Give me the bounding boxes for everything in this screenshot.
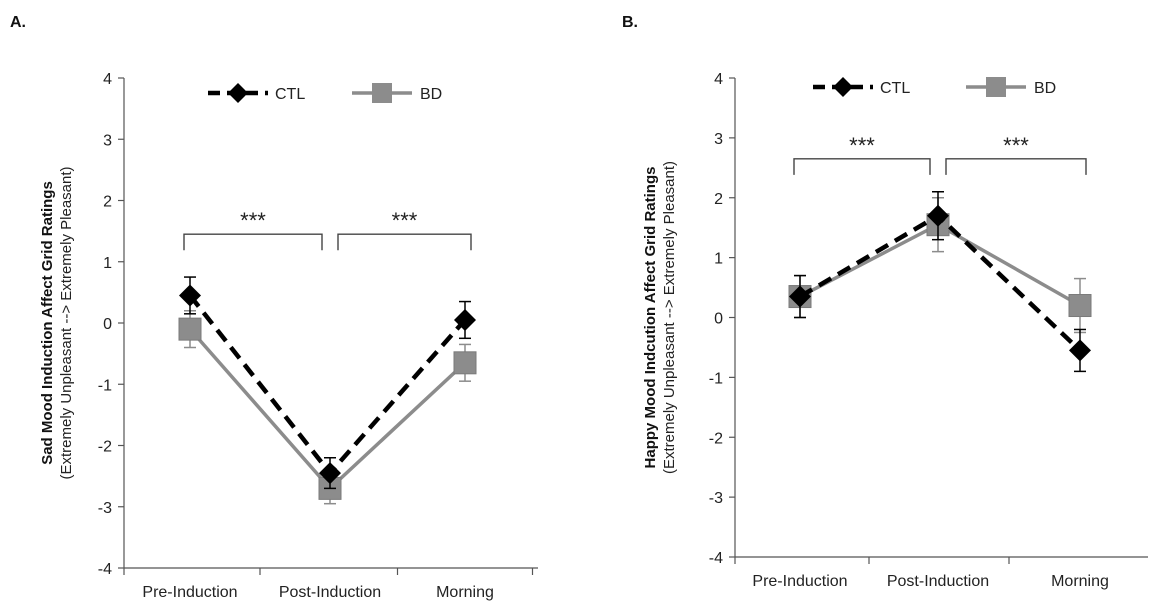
data-point-bd — [453, 351, 477, 375]
significance-bracket — [945, 158, 1087, 175]
significance-bracket — [183, 233, 323, 251]
y-tick-label: 3 — [103, 132, 112, 149]
y-tick-label: -1 — [98, 377, 112, 394]
y-tick-label: 3 — [714, 131, 723, 148]
y-axis-sublabel: (Extremely Unpleasant --> Extremely Plea… — [661, 161, 678, 474]
data-point-bd — [1068, 294, 1092, 318]
data-point-ctl — [319, 462, 341, 485]
data-point-ctl — [454, 308, 476, 331]
x-tick-label: Morning — [1051, 573, 1109, 590]
series-line-bd — [799, 222, 1081, 308]
series-line-bd — [188, 327, 467, 491]
legend-marker-ctl — [833, 77, 853, 97]
x-tick-label: Pre-Induction — [752, 573, 847, 590]
panel-label: A. — [10, 14, 26, 31]
significance-label: *** — [392, 208, 418, 233]
data-point-ctl — [1069, 339, 1091, 362]
chart-panel-a: A. -4 -3 -2 -1 0 1 2 3 4 Pre-Induction Post-Inducti… — [10, 14, 538, 601]
y-tick-label: 2 — [714, 191, 723, 208]
y-tick-label: 4 — [714, 71, 723, 88]
y-tick-label: -4 — [709, 550, 723, 567]
y-tick-label: 1 — [714, 251, 723, 268]
x-tick-label: Post-Induction — [279, 584, 381, 601]
y-tick-label: 1 — [103, 255, 112, 272]
x-tick-label: Post-Induction — [887, 573, 989, 590]
legend-label-ctl: CTL — [880, 80, 910, 97]
data-point-ctl — [927, 204, 949, 227]
significance-bracket — [793, 158, 931, 175]
y-tick-label: -3 — [709, 490, 723, 507]
data-point-bd — [178, 317, 202, 341]
y-tick-label: 0 — [714, 311, 723, 328]
significance-bracket — [337, 233, 472, 251]
legend-marker-bd — [372, 83, 392, 103]
chart-panel-b: B. -4 -3 -2 -1 0 1 2 3 4 Pre-Induction Post-Inducti… — [622, 14, 1148, 590]
y-tick-label: -3 — [98, 500, 112, 517]
legend-label-ctl: CTL — [275, 86, 305, 103]
data-point-ctl — [789, 285, 811, 308]
significance-label: *** — [849, 133, 875, 158]
series-line-ctl — [188, 294, 467, 477]
y-tick-label: 2 — [103, 194, 112, 211]
legend-marker-bd — [986, 77, 1006, 97]
y-axis-sublabel: (Extremely Unpleasant --> Extremely Plea… — [58, 166, 75, 479]
x-tick-label: Pre-Induction — [142, 584, 237, 601]
y-tick-label: 4 — [103, 71, 112, 88]
y-tick-label: -4 — [98, 561, 112, 578]
legend: CTL BD — [208, 83, 442, 103]
significance-label: *** — [240, 208, 266, 233]
legend-marker-ctl — [228, 83, 248, 103]
legend-label-bd: BD — [420, 86, 442, 103]
y-axis-label: Sad Mood Induction Affect Grid Ratings — [39, 181, 56, 465]
significance-label: *** — [1003, 133, 1029, 158]
y-axis-label: Happy Mood Indcution Affect Grid Ratings — [642, 167, 659, 469]
x-tick-label: Morning — [436, 584, 494, 601]
y-tick-label: -2 — [709, 430, 723, 447]
legend: CTL BD — [813, 77, 1056, 97]
y-tick-label: -2 — [98, 439, 112, 456]
data-point-ctl — [179, 284, 201, 307]
y-tick-label: -1 — [709, 370, 723, 387]
legend-label-bd: BD — [1034, 80, 1056, 97]
panel-label: B. — [622, 14, 638, 31]
y-tick-label: 0 — [103, 316, 112, 333]
